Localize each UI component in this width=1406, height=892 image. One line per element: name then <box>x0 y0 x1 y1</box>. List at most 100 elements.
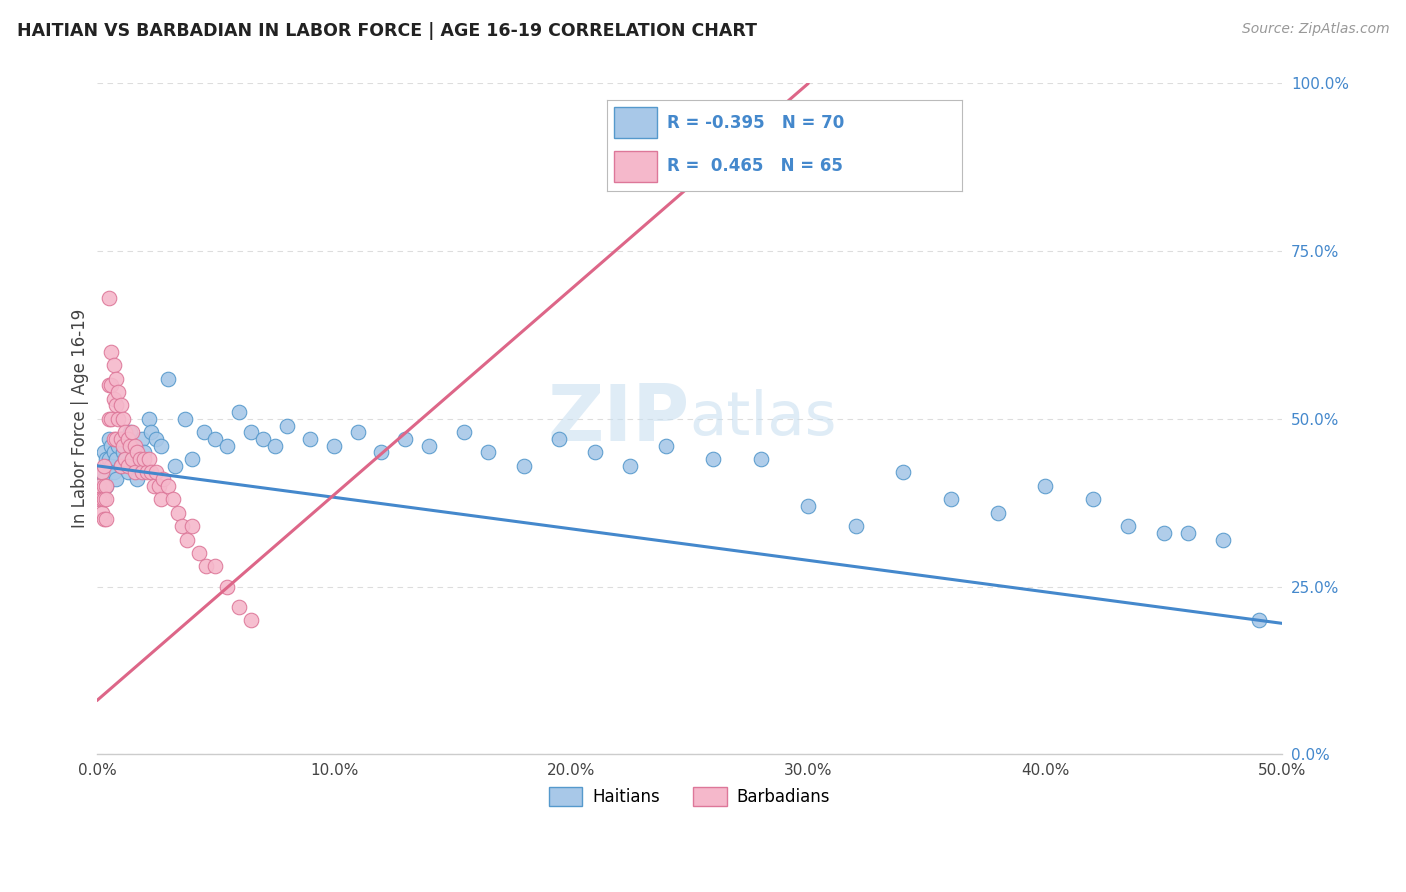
Point <box>166 506 188 520</box>
Point <box>418 439 440 453</box>
Point <box>97 432 120 446</box>
Point <box>148 479 170 493</box>
Point <box>110 458 132 473</box>
Point <box>121 439 143 453</box>
Point <box>100 458 122 473</box>
Point <box>157 371 180 385</box>
Point <box>103 358 125 372</box>
Point <box>1153 525 1175 540</box>
Point <box>111 439 134 453</box>
Point <box>987 506 1010 520</box>
Point <box>217 439 239 453</box>
Point <box>127 472 149 486</box>
Point <box>90 492 112 507</box>
Point <box>124 466 146 480</box>
Point <box>180 452 202 467</box>
Point <box>90 466 112 480</box>
Point <box>96 479 118 493</box>
Point <box>104 452 127 467</box>
Text: ZIP: ZIP <box>547 381 690 457</box>
Point <box>619 458 641 473</box>
Point <box>117 466 139 480</box>
Point <box>93 479 115 493</box>
Point <box>172 519 194 533</box>
Point <box>141 466 163 480</box>
Point <box>548 432 571 446</box>
Point <box>100 412 122 426</box>
Point <box>93 492 115 507</box>
Point <box>107 384 129 399</box>
Point <box>370 445 392 459</box>
Point <box>135 466 157 480</box>
Point <box>100 378 122 392</box>
Point <box>346 425 368 440</box>
Point <box>252 432 274 446</box>
Point <box>104 432 127 446</box>
Point <box>89 479 111 493</box>
Point <box>141 425 163 440</box>
Point <box>121 425 143 440</box>
Point <box>149 492 172 507</box>
Point <box>157 479 180 493</box>
Point <box>124 439 146 453</box>
Point <box>149 439 172 453</box>
Point <box>89 492 111 507</box>
Point <box>103 392 125 406</box>
Point <box>97 458 120 473</box>
Point <box>96 512 118 526</box>
Point <box>138 452 160 467</box>
Point <box>453 425 475 440</box>
Point <box>128 458 150 473</box>
Point <box>276 418 298 433</box>
Point <box>749 452 772 467</box>
Point <box>134 452 156 467</box>
Point <box>104 472 127 486</box>
Point <box>1177 525 1199 540</box>
Point <box>228 405 250 419</box>
Point <box>263 439 285 453</box>
Text: HAITIAN VS BARBADIAN IN LABOR FORCE | AGE 16-19 CORRELATION CHART: HAITIAN VS BARBADIAN IN LABOR FORCE | AG… <box>17 22 756 40</box>
Point <box>797 499 820 513</box>
Point <box>240 613 263 627</box>
Point <box>97 291 120 305</box>
Point <box>93 512 115 526</box>
Point <box>128 452 150 467</box>
Point <box>176 533 198 547</box>
Point <box>104 371 127 385</box>
Point <box>117 432 139 446</box>
Point <box>107 412 129 426</box>
Point <box>195 559 218 574</box>
Point <box>107 439 129 453</box>
Text: Source: ZipAtlas.com: Source: ZipAtlas.com <box>1241 22 1389 37</box>
Point <box>939 492 962 507</box>
Point <box>120 439 142 453</box>
Point <box>240 425 263 440</box>
Y-axis label: In Labor Force | Age 16-19: In Labor Force | Age 16-19 <box>72 310 89 528</box>
Point <box>299 432 322 446</box>
Point <box>110 432 132 446</box>
Point <box>655 439 678 453</box>
Point <box>749 110 772 124</box>
Point <box>204 432 226 446</box>
Point <box>477 445 499 459</box>
Point <box>110 432 132 446</box>
Point <box>512 458 534 473</box>
Point <box>121 452 143 467</box>
Point <box>96 492 118 507</box>
Point <box>103 432 125 446</box>
Point <box>1035 479 1057 493</box>
Point <box>100 439 122 453</box>
Point <box>90 466 112 480</box>
Point <box>110 398 132 412</box>
Point <box>117 458 139 473</box>
Point <box>111 445 134 459</box>
Point <box>127 445 149 459</box>
Point <box>131 432 153 446</box>
Point <box>228 599 250 614</box>
Point <box>1212 533 1234 547</box>
Legend: Haitians, Barbadians: Haitians, Barbadians <box>543 780 837 813</box>
Point <box>97 412 120 426</box>
Point <box>173 412 195 426</box>
Point <box>120 425 142 440</box>
Point <box>100 344 122 359</box>
